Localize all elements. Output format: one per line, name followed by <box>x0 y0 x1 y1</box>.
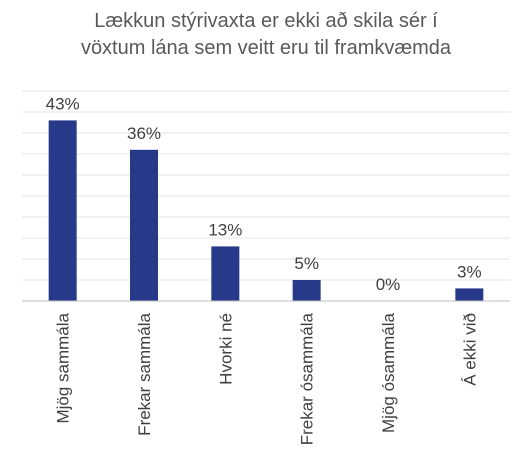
bar <box>211 246 240 301</box>
bar <box>292 280 321 301</box>
bar <box>48 120 77 302</box>
data-label: 13% <box>208 220 242 239</box>
bar <box>455 288 484 301</box>
category-tick-label: Á ekki við <box>460 313 479 386</box>
data-label: 0% <box>376 275 401 294</box>
category-tick-label: Mjög ósammála <box>379 312 398 433</box>
bars <box>48 120 484 302</box>
chart-title: Lækkun stýrivaxta er ekki að skila sér í… <box>0 8 532 62</box>
bar <box>130 149 158 301</box>
category-tick-label: Mjög sammála <box>54 312 73 423</box>
category-tick-label: Frekar ósammála <box>298 312 317 445</box>
data-label: 36% <box>127 124 161 143</box>
data-label: 3% <box>457 262 482 281</box>
gridlines <box>22 90 510 281</box>
category-tick-label: Frekar sammála <box>135 312 154 435</box>
chart-title-line-2: vöxtum lána sem veitt eru til framkvæmda <box>80 37 452 59</box>
chart-title-line-1: Lækkun stýrivaxta er ekki að skila sér í <box>94 10 438 32</box>
data-label: 5% <box>294 254 319 273</box>
category-tick-label: Hvorki né <box>216 313 235 385</box>
data-label: 43% <box>46 94 80 113</box>
category-tick-labels: Mjög sammála Frekar sammála Hvorki né Freka… <box>54 312 480 445</box>
data-labels: 43% 36% 13% 5% 0% 3% <box>46 94 482 294</box>
